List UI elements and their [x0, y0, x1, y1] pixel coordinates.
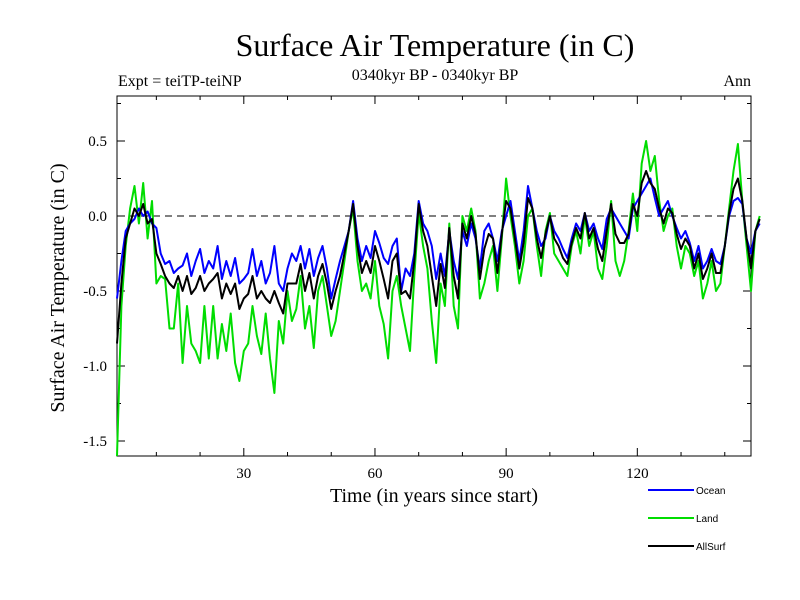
x-tick-label: 30	[236, 466, 251, 482]
plot-frame	[116, 95, 752, 457]
y-tick-label: -0.5	[83, 284, 107, 300]
x-tick-label: 60	[367, 466, 382, 482]
y-tick-label: -1.5	[83, 434, 107, 450]
y-axis-label: Surface Air Temperature (in C)	[47, 163, 69, 412]
chart-title: Surface Air Temperature (in C)	[236, 27, 635, 63]
series-line-land	[116, 140, 761, 457]
x-tick-label: 120	[626, 466, 649, 482]
legend-label-land: Land	[696, 514, 718, 525]
y-tick-label: 0.0	[88, 209, 107, 225]
legend: Ocean Land AllSurf	[648, 486, 726, 553]
series-line-allsurf	[116, 170, 761, 344]
plot-area: 30 60 90 120 -1.5 -1.0 -0.5 0.0 0.5	[83, 95, 761, 482]
x-axis-label: Time (in years since start)	[330, 485, 538, 507]
legend-label-allsurf: AllSurf	[696, 542, 726, 553]
expt-label: Expt = teiTP-teiNP	[118, 73, 242, 90]
series-line-ocean	[116, 177, 761, 300]
y-tick-label: 0.5	[88, 134, 107, 150]
y-tick-label: -1.0	[83, 359, 107, 375]
legend-label-ocean: Ocean	[696, 486, 725, 497]
season-label: Ann	[723, 73, 751, 90]
chart-subtitle: 0340kyr BP - 0340kyr BP	[352, 67, 519, 84]
x-tick-label: 90	[499, 466, 514, 482]
